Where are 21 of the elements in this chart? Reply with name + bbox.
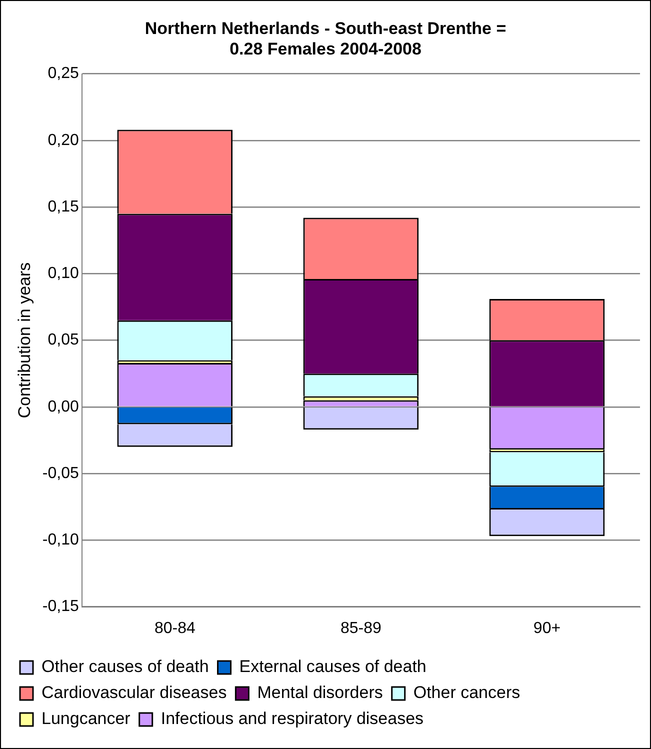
- x-tick-label: 85-89: [340, 620, 382, 637]
- legend-label: Other cancers: [413, 683, 520, 702]
- y-tick-label: -0,05: [42, 464, 79, 482]
- y-tick-label: 0,00: [48, 398, 79, 416]
- y-tick-label: 0,20: [48, 132, 79, 149]
- legend-label: Cardiovascular diseases: [42, 683, 227, 702]
- legend-label: External causes of death: [239, 657, 426, 676]
- y-tick-label: -0,10: [42, 532, 79, 549]
- y-tick-label: 0,05: [48, 332, 79, 349]
- y-tick-label: -0,15: [42, 598, 79, 616]
- y-axis-title: Contribution in years: [14, 262, 34, 418]
- chart-title: Northern Netherlands - South-east Drenthe = 0.28 Females 2004-2008: [144, 18, 506, 58]
- legend-label: Lungcancer: [42, 709, 131, 728]
- x-tick-label: 80-84: [154, 620, 196, 637]
- y-tick-label: 0,15: [48, 198, 79, 216]
- y-tick-label: 0,10: [48, 265, 79, 282]
- x-tick-label: 90+: [533, 620, 561, 637]
- y-tick-label: 0,25: [48, 65, 79, 82]
- legend-label: Mental disorders: [257, 683, 383, 702]
- legend-label: Infectious and respiratory diseases: [160, 709, 424, 728]
- legend-label: Other causes of death: [42, 657, 209, 676]
